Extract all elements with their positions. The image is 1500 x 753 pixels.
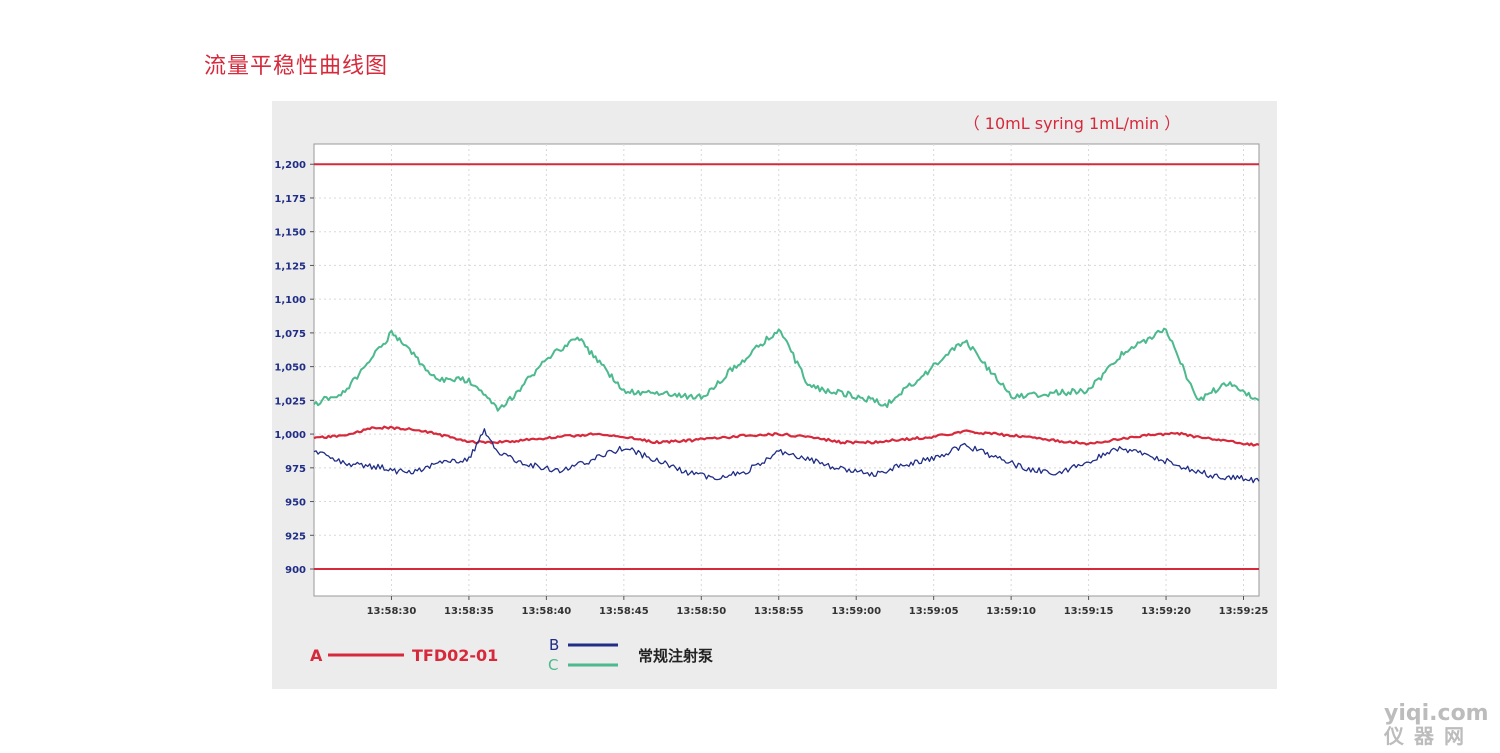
x-tick-label: 13:58:40 <box>522 606 572 617</box>
reference-lines <box>314 163 1259 571</box>
x-tick-label: 13:59:15 <box>1064 606 1114 617</box>
x-tick-label: 13:59:20 <box>1141 606 1191 617</box>
chart-annotation: （ 10mL syring 1mL/min ） <box>964 114 1181 133</box>
y-tick-label: 1,100 <box>274 295 306 306</box>
y-tick-label: 950 <box>285 498 306 509</box>
y-tick-label: 975 <box>285 464 306 475</box>
x-tick-label: 13:58:45 <box>599 606 649 617</box>
legend-label-a: TFD02-01 <box>412 646 498 665</box>
legend-letter-a: A <box>310 646 323 665</box>
plot-area <box>313 143 1260 597</box>
y-tick-label: 900 <box>285 565 306 576</box>
legend-letter-c: C <box>548 656 558 674</box>
x-tick-label: 13:58:35 <box>444 606 494 617</box>
watermark: yiqi.com 仪器网 <box>1384 703 1500 753</box>
watermark-line1: yiqi.com <box>1384 701 1489 726</box>
x-tick-label: 13:59:25 <box>1219 606 1269 617</box>
y-tick-label: 1,050 <box>274 363 306 374</box>
series-line-A <box>313 425 1260 447</box>
chart-panel: 900 925 950 975 1,000 1,025 1,050 1,075 1,100 1,1… <box>272 101 1277 689</box>
y-tick-label: 1,025 <box>274 396 306 407</box>
legend-letter-b: B <box>549 636 559 654</box>
watermark-line2: 仪器网 <box>1384 724 1474 748</box>
x-tick-label: 13:59:00 <box>831 606 881 617</box>
y-tick-label: 1,175 <box>274 194 306 205</box>
legend-label-bc: 常规注射泵 <box>638 647 713 665</box>
series-layer <box>313 327 1260 484</box>
chart-svg: 900 925 950 975 1,000 1,025 1,050 1,075 1,100 1,1… <box>274 114 1268 674</box>
y-tick-label: 1,125 <box>274 261 306 272</box>
x-tick-label: 13:59:05 <box>909 606 959 617</box>
series-line-C <box>313 327 1260 412</box>
x-tick-label: 13:59:10 <box>986 606 1036 617</box>
x-tick-label: 13:58:50 <box>676 606 726 617</box>
y-tick-label: 1,200 <box>274 160 306 171</box>
y-tick-label: 1,000 <box>274 430 306 441</box>
y-tick-label: 925 <box>285 531 306 542</box>
page-title: 流量平稳性曲线图 <box>204 54 389 79</box>
y-tick-label: 1,150 <box>274 228 306 239</box>
grid-layer <box>314 144 1259 596</box>
series-line-B <box>313 428 1260 484</box>
axis-layer: 900 925 950 975 1,000 1,025 1,050 1,075 1,100 1,1… <box>274 160 1268 617</box>
legend: A TFD02-01 BC 常规注射泵 <box>310 636 713 674</box>
y-tick-label: 1,075 <box>274 329 306 340</box>
x-tick-label: 13:58:30 <box>367 606 417 617</box>
x-tick-label: 13:58:55 <box>754 606 804 617</box>
